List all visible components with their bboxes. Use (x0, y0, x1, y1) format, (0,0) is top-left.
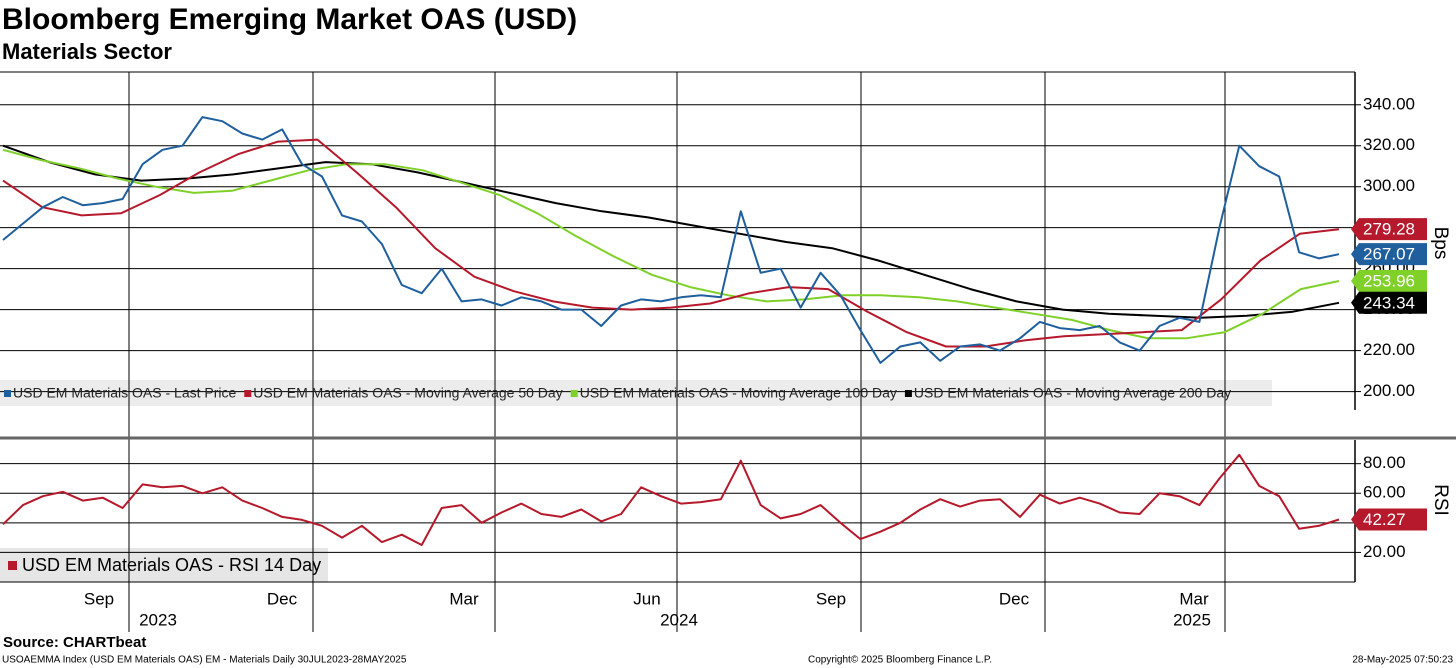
footer-info: USOAEMMA Index (USD EM Materials OAS) EM… (2, 655, 407, 666)
legend-label: USD EM Materials OAS - Moving Average 20… (914, 385, 1231, 401)
timestamp: 28-May-2025 07:50:23 (1352, 655, 1453, 666)
plot: Sep Dec Mar Jun Sep Dec Mar 2023 2024 2025 200.00 2… (0, 71, 1456, 632)
value-callout (1351, 218, 1427, 241)
legend-label: USD EM Materials OAS - Moving Average 10… (580, 385, 897, 401)
y-tick-label: 340.00 (1363, 94, 1415, 113)
value-callout (1351, 508, 1427, 531)
value-callout (1351, 291, 1427, 314)
value-callout (1351, 270, 1427, 293)
copyright: Copyright© 2025 Bloomberg Finance L.P. (808, 655, 992, 666)
line (2, 148, 1340, 340)
source: Source: CHARTbeat (3, 634, 146, 651)
x-tick-label: Jun (633, 589, 660, 608)
line (2, 138, 1340, 348)
x-year-label: 2023 (139, 610, 177, 629)
y-tick-label: 60.00 (1363, 483, 1406, 502)
value-callout-label: 243.34 (1363, 293, 1415, 312)
y-axis-label: Bps (1430, 227, 1451, 260)
y-tick-label: 20.00 (1363, 542, 1406, 561)
legend-swatch (244, 390, 252, 397)
x-tick-label: Mar (1179, 589, 1209, 608)
chart-subtitle: Materials Sector (2, 39, 172, 64)
x-tick-label: Mar (449, 589, 479, 608)
legend-label: USD EM Materials OAS - RSI 14 Day (22, 555, 321, 575)
chart-title: Bloomberg Emerging Market OAS (USD) (2, 3, 577, 36)
line (2, 453, 1340, 546)
legend-background (0, 380, 1272, 406)
value-callout-label: 42.27 (1363, 510, 1406, 529)
x-year-label: 2024 (660, 610, 698, 629)
legend-background (0, 548, 328, 582)
legend-swatch (570, 390, 578, 397)
x-tick-label: Sep (84, 589, 114, 608)
y-tick-label: 300.00 (1363, 176, 1415, 195)
legend-swatch (904, 390, 912, 397)
line (2, 144, 1340, 319)
y-tick-label: 80.00 (1363, 453, 1406, 472)
line (2, 116, 1340, 364)
y-tick-label: 200.00 (1363, 381, 1415, 400)
y-axis-label: RSI (1430, 484, 1451, 516)
x-tick-label: Dec (267, 589, 298, 608)
x-tick-label: Dec (999, 589, 1030, 608)
x-tick-label: Sep (816, 589, 846, 608)
value-callout-label: 267.07 (1363, 245, 1415, 264)
legend-label: USD EM Materials OAS - Last Price (13, 385, 236, 401)
value-callout (1351, 243, 1427, 266)
value-callout-label: 253.96 (1363, 272, 1415, 291)
y-tick-label: 220.00 (1363, 340, 1415, 359)
x-year-label: 2025 (1173, 610, 1211, 629)
legend-label: USD EM Materials OAS - Moving Average 50… (253, 385, 562, 401)
value-callout-label: 279.28 (1363, 220, 1415, 239)
y-tick-label: 320.00 (1363, 135, 1415, 154)
legend-swatch (8, 561, 17, 570)
legend-swatch (4, 390, 11, 397)
